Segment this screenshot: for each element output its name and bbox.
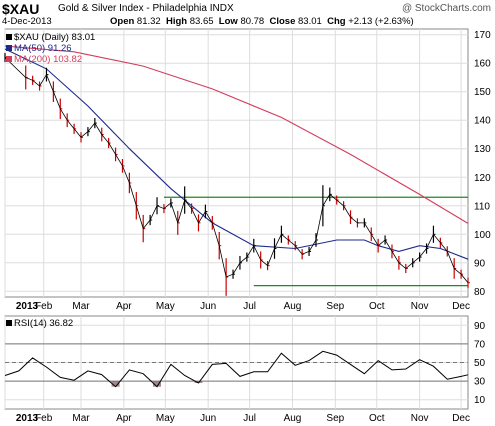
rsi-line [4,350,469,388]
rsi-xtick-label: Jul [243,413,256,424]
price-panel-ytick-label: 90 [474,258,486,269]
legend-ma200-label: MA(200) 103.82 [14,54,83,65]
price-xtick-label: 2013 [16,301,39,312]
rsi-panel-ytick-label: 70 [474,339,486,350]
price-line [4,57,469,283]
rsi-oversold-fill [111,381,120,387]
close-value: 83.01 [298,16,322,27]
chart-ticker: $XAU [2,1,40,17]
open-value: 81.32 [136,16,161,27]
low-label: Low [218,16,238,27]
rsi-panel-ytick-label: 50 [474,358,486,369]
rsi-xtick-label: Nov [411,413,429,424]
price-panel-ytick-label: 150 [474,87,491,98]
legend-ma50-label: MA(50) 91.26 [14,43,72,54]
legend-rsi: RSI(14) 36.82 [6,318,73,329]
rsi-panel-ytick-label: 90 [474,321,486,332]
price-panel-ytick-label: 130 [474,144,491,155]
price-xtick-label: May [156,301,175,312]
rsi-xtick-label: Aug [284,413,302,424]
rsi-panel-ytick-label: 10 [474,395,486,406]
stockcharts-watermark: @ StockCharts.com [401,3,491,14]
price-xtick-label: Apr [116,301,132,312]
close-label: Close [269,16,296,27]
price-xtick-label: Nov [411,301,429,312]
rsi-xtick-label: Oct [369,413,385,424]
price-xtick-label: Jul [243,301,256,312]
legend-rsi-label: RSI(14) 36.82 [14,318,74,329]
rsi-oversold-fill [194,381,203,383]
price-xtick-label: Sep [326,301,344,312]
high-value: 83.65 [189,16,214,27]
ma200-line [4,45,469,224]
high-label: High [165,16,188,27]
legend-ma50-swatch [6,45,12,52]
price-xtick-label: Feb [35,301,53,312]
rsi-xtick-label: 2013 [16,413,39,424]
price-panel-ytick-label: 140 [474,116,491,127]
ohlc-summary: Open 81.32 High 83.65 Low 80.78 Close 83… [110,16,414,27]
rsi-panel-ytick-label: 30 [474,377,486,388]
rsi-xtick-label: May [156,413,175,424]
price-xtick-label: Dec [452,301,470,312]
legend-price-swatch [6,34,12,41]
low-value: 80.78 [240,16,265,27]
price-xtick-label: Aug [284,301,302,312]
price-xtick-label: Jun [200,301,216,312]
rsi-oversold-fill [153,381,162,387]
price-panel-ytick-label: 110 [474,201,490,212]
chg-label: Chg [327,16,346,27]
legend-price-label: $XAU (Daily) 83.01 [14,32,96,43]
open-label: Open [110,16,135,27]
rsi-xtick-label: Jun [200,413,216,424]
legend-price: $XAU (Daily) 83.01 [6,32,95,43]
price-panel-ytick-label: 100 [474,230,491,241]
rsi-xtick-label: Dec [452,413,470,424]
legend-ma50: MA(50) 91.26 [6,43,72,54]
price-xtick-label: Oct [369,301,385,312]
price-panel-ytick-label: 80 [474,287,486,298]
rsi-xtick-label: Apr [116,413,132,424]
chart-date: 4-Dec-2013 [2,16,52,27]
rsi-xtick-label: Mar [72,413,90,424]
price-panel-frame [4,28,469,298]
rsi-xtick-label: Sep [326,413,344,424]
price-panel-ytick-label: 170 [474,30,491,41]
chg-value: +2.13 (+2.63%) [348,16,414,27]
price-panel-ytick-label: 160 [474,59,491,70]
legend-ma200-swatch [6,56,12,63]
price-panel-ytick-label: 120 [474,173,491,184]
legend-rsi-swatch [6,320,12,327]
price-xtick-label: Mar [72,301,90,312]
chart-index-name: Gold & Silver Index - Philadelphia INDX [58,3,234,14]
rsi-xtick-label: Feb [35,413,53,424]
legend-ma200: MA(200) 103.82 [6,54,82,65]
